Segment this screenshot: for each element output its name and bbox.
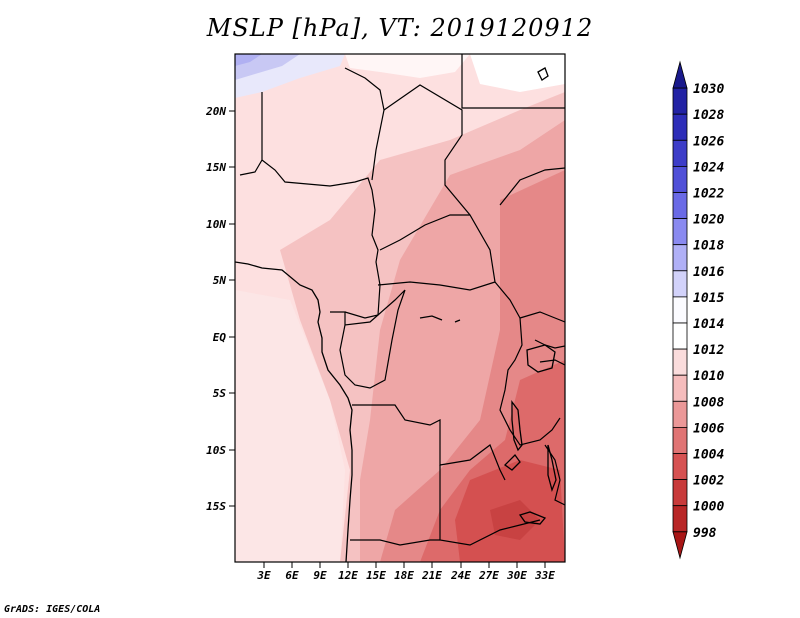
lake-tanganyika <box>511 400 523 452</box>
border-east-africa <box>519 311 565 366</box>
colorbar-swatch <box>672 218 688 246</box>
field-white-ne <box>470 54 565 92</box>
lon-label: 15E <box>366 569 386 582</box>
border-namibia <box>350 539 440 546</box>
colorbar-label: 1014 <box>693 317 724 332</box>
colorbar-swatch <box>672 453 688 481</box>
border-east-drc <box>499 317 561 446</box>
colorbar-label: 1026 <box>693 134 724 149</box>
colorbar-swatch <box>672 87 688 115</box>
border-angola-zambia <box>439 465 541 546</box>
lon-label: 21E <box>421 569 442 582</box>
lon-label: 27E <box>478 569 499 582</box>
colorbar-swatch <box>672 322 688 350</box>
colorbar-swatch <box>672 192 688 220</box>
nile-delta <box>537 67 549 81</box>
colorbar-swatch <box>672 479 688 507</box>
colorbar-swatch <box>672 270 688 298</box>
border-libya-egypt <box>461 54 565 109</box>
lon-axis: 3E 6E 9E 12E 15E 18E 21E 24E 27E 30E 33E <box>256 562 555 582</box>
pressure-field <box>235 54 565 562</box>
lon-label: 12E <box>338 569 358 582</box>
colorbar-swatch <box>672 165 688 193</box>
lon-label: 6E <box>285 569 299 582</box>
chart-title: MSLP [hPa], VT: 2019120912 <box>206 14 594 42</box>
colorbar-label: 1002 <box>693 474 724 489</box>
lon-label: 3E <box>256 569 271 582</box>
border-chad-sudan <box>383 84 521 319</box>
lon-label: 9E <box>313 569 327 582</box>
colorbar-label: 1000 <box>693 500 724 515</box>
colorbar-label: 1020 <box>693 213 724 228</box>
field-1000 <box>490 500 540 540</box>
field-high-1018 <box>235 54 262 66</box>
colorbar-label: 1022 <box>693 187 724 202</box>
lat-label: 10N <box>206 218 226 231</box>
border-drc-angola <box>352 404 506 481</box>
lake-kariba <box>518 511 547 525</box>
lake-mweru <box>503 453 521 471</box>
coastline-west <box>235 261 353 562</box>
lat-label: 15N <box>206 161 226 174</box>
colorbar-label: 1004 <box>693 448 724 463</box>
colorbar-swatch <box>672 296 688 324</box>
lake-malawi <box>547 444 557 493</box>
map-frame <box>234 53 566 563</box>
lake-victoria <box>526 344 556 373</box>
colorbar-swatch <box>672 348 688 376</box>
colorbar-label: 1006 <box>693 421 724 436</box>
border-congo-gabon <box>330 289 406 389</box>
colorbar-swatch <box>672 244 688 272</box>
colorbar-swatch <box>672 505 688 533</box>
colorbar-swatch <box>672 374 688 402</box>
colorbar-label: 1016 <box>693 265 724 280</box>
border-car <box>377 214 496 291</box>
river-congo <box>419 315 461 323</box>
lat-label: 5N <box>213 274 227 287</box>
colorbar-swatch <box>672 139 688 167</box>
colorbar-swatch <box>672 426 688 454</box>
lon-label: 24E <box>450 569 471 582</box>
colorbar-label: 1018 <box>693 239 724 254</box>
colorbar-label: 1030 <box>693 82 724 97</box>
field-1014-north <box>345 54 470 78</box>
colorbar-swatch <box>672 400 688 428</box>
lon-label: 18E <box>394 569 414 582</box>
colorbar-swatch <box>672 113 688 141</box>
border-niger-chad <box>344 67 385 181</box>
lon-label: 30E <box>506 569 527 582</box>
colorbar-label: 1024 <box>693 160 724 175</box>
lat-label: EQ <box>213 331 227 344</box>
border-sahel <box>239 92 381 319</box>
lat-label: 5S <box>213 387 227 400</box>
colorbar-label: 1012 <box>693 343 724 358</box>
colorbar-label: 1028 <box>693 108 724 123</box>
border-malawi <box>544 444 565 506</box>
lon-label: 33E <box>534 569 555 582</box>
colorbar-label: 1010 <box>693 369 724 384</box>
field-atlantic <box>235 290 345 562</box>
colorbar-label: 998 <box>693 526 717 541</box>
lat-label: 10S <box>206 444 226 457</box>
colorbar-label: 1015 <box>693 291 724 306</box>
border-sudan-south <box>499 167 565 206</box>
lat-label: 20N <box>205 105 226 118</box>
colorbar-swatch <box>672 60 688 89</box>
credit-label: GrADS: IGES/COLA <box>4 604 101 615</box>
lat-axis: 20N 15N 10N 5N EQ 5S 10S 15S <box>205 105 235 513</box>
lat-label: 15S <box>206 500 226 513</box>
colorbar: 1030 1028 1026 1024 1022 1020 1018 1016 1015 1014… <box>672 60 724 560</box>
colorbar-swatch <box>672 531 688 560</box>
boundaries <box>235 54 565 562</box>
colorbar-label: 1008 <box>693 395 724 410</box>
